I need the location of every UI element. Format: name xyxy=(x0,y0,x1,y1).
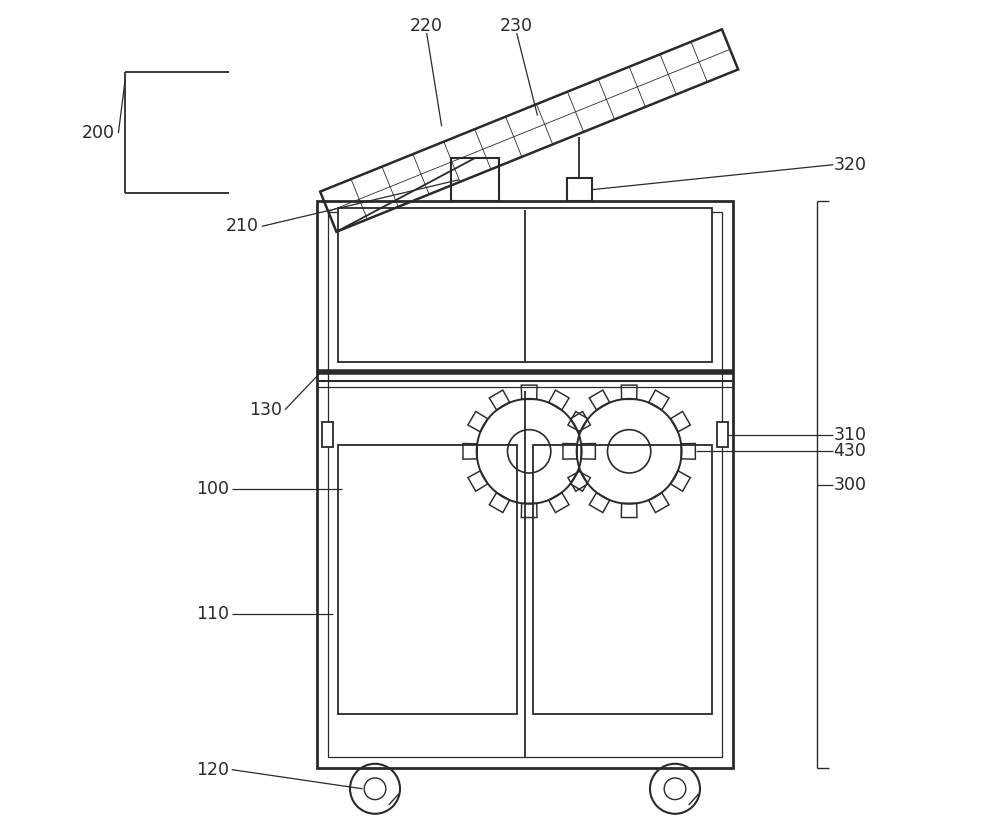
Text: 200: 200 xyxy=(82,124,115,142)
Text: 320: 320 xyxy=(833,155,866,174)
Text: 230: 230 xyxy=(500,18,533,35)
Text: 210: 210 xyxy=(225,217,258,236)
Text: 310: 310 xyxy=(833,426,866,444)
Bar xyxy=(451,158,499,201)
Bar xyxy=(328,212,722,757)
Bar xyxy=(533,445,712,714)
Bar xyxy=(567,178,592,201)
Text: 220: 220 xyxy=(410,18,443,35)
Text: 130: 130 xyxy=(249,400,282,419)
Text: 120: 120 xyxy=(196,761,229,778)
Text: 300: 300 xyxy=(833,476,866,493)
Bar xyxy=(317,201,733,768)
Bar xyxy=(338,207,712,362)
Text: 100: 100 xyxy=(196,480,229,497)
Text: 430: 430 xyxy=(833,442,866,461)
Bar xyxy=(338,445,517,714)
Bar xyxy=(322,422,333,447)
Text: 110: 110 xyxy=(196,604,229,623)
Bar xyxy=(717,422,728,447)
